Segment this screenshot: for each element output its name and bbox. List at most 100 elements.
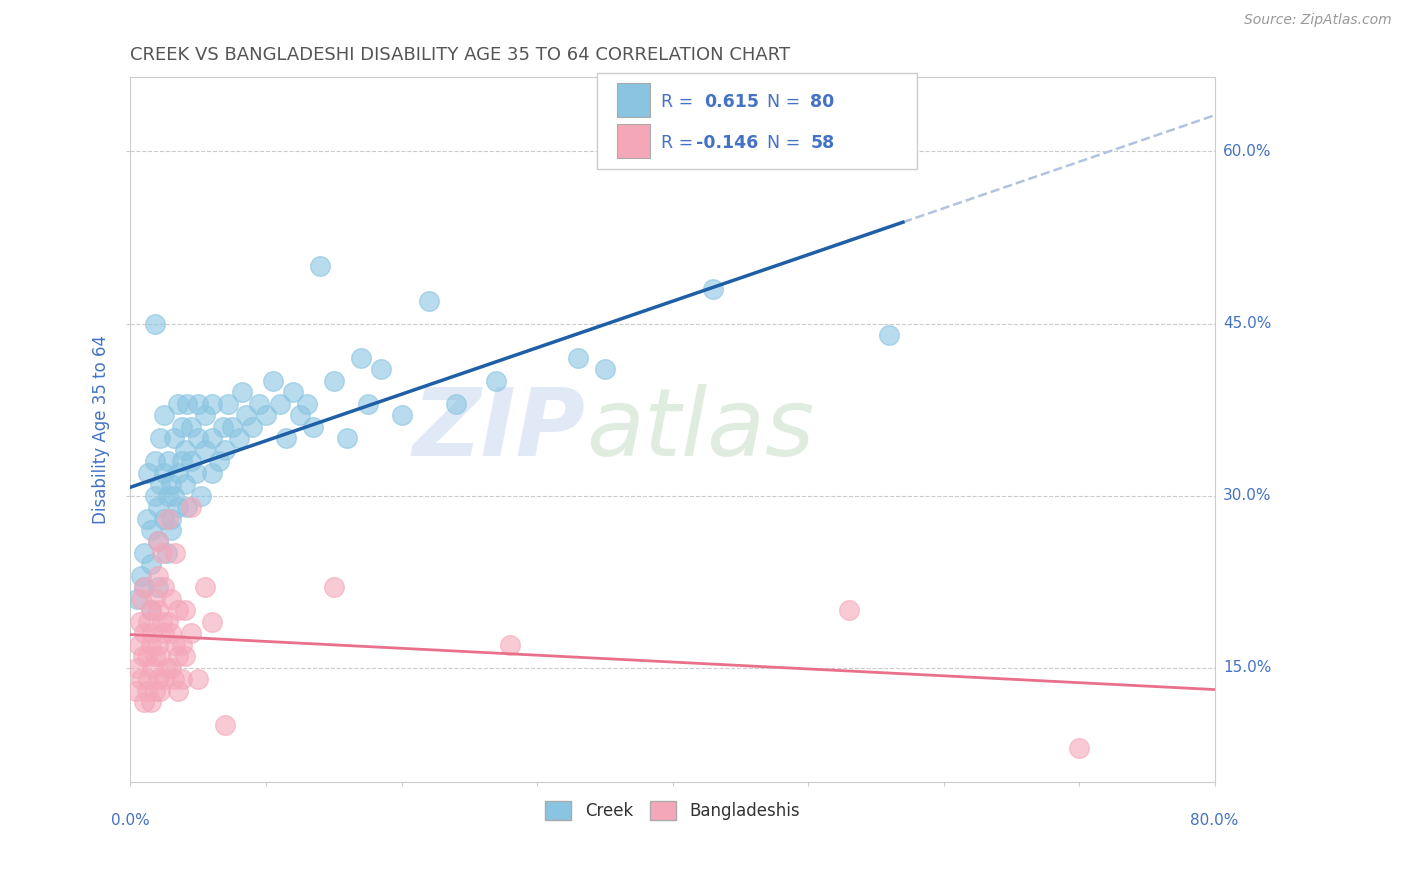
Point (180, 500, 202, 514)
Point (322, 374, 344, 388)
Point (146, 580, 169, 594)
Point (149, 683, 172, 698)
Point (702, 282, 724, 296)
Point (153, 409, 176, 423)
Point (207, 454, 229, 468)
Point (153, 580, 176, 594)
Point (143, 489, 166, 503)
Point (141, 626, 163, 640)
Text: 45.0%: 45.0% (1223, 316, 1271, 331)
Point (235, 409, 257, 423)
FancyBboxPatch shape (596, 73, 917, 169)
Point (214, 718, 236, 732)
Point (135, 683, 157, 698)
Point (157, 615, 180, 629)
Text: 80: 80 (810, 93, 835, 111)
Point (156, 661, 179, 675)
Point (302, 419, 325, 434)
Text: -0.146: -0.146 (696, 134, 759, 152)
Text: R =: R = (661, 134, 699, 152)
Point (167, 603, 190, 617)
Point (418, 293, 440, 308)
Point (214, 442, 236, 457)
Point (247, 397, 270, 411)
Text: 58: 58 (810, 134, 835, 152)
Point (157, 454, 180, 468)
Text: N =: N = (766, 134, 806, 152)
Point (176, 397, 198, 411)
Text: atlas: atlas (586, 384, 814, 475)
Point (201, 466, 224, 480)
Point (132, 546, 155, 560)
Point (149, 649, 172, 664)
Point (146, 534, 169, 549)
Point (153, 626, 176, 640)
Point (136, 466, 159, 480)
Point (167, 683, 190, 698)
Point (173, 477, 195, 491)
Point (143, 317, 166, 331)
Point (160, 626, 183, 640)
Point (485, 374, 508, 388)
Point (838, 603, 860, 617)
Point (150, 546, 173, 560)
Point (132, 695, 155, 709)
Point (163, 489, 186, 503)
Point (146, 603, 169, 617)
Point (262, 374, 284, 388)
Point (370, 362, 392, 376)
Point (149, 477, 172, 491)
Point (201, 615, 224, 629)
Point (194, 409, 217, 423)
Point (160, 511, 183, 525)
Point (194, 442, 217, 457)
Point (391, 409, 413, 423)
Point (139, 603, 162, 617)
Point (125, 683, 148, 698)
Point (139, 695, 162, 709)
Point (322, 580, 344, 594)
Text: 15.0%: 15.0% (1223, 660, 1271, 675)
Point (146, 672, 169, 686)
Point (160, 523, 183, 537)
Point (879, 328, 901, 343)
Point (176, 500, 198, 514)
Point (217, 397, 239, 411)
Point (165, 638, 187, 652)
Point (187, 431, 209, 445)
Point (184, 466, 207, 480)
Point (228, 431, 250, 445)
Point (593, 362, 616, 376)
Point (146, 500, 169, 514)
Point (139, 603, 162, 617)
Point (139, 638, 162, 652)
Point (128, 638, 150, 652)
Point (136, 615, 159, 629)
Point (350, 351, 373, 365)
Point (336, 431, 359, 445)
Point (295, 397, 318, 411)
Point (160, 477, 183, 491)
Point (131, 591, 153, 606)
Point (167, 466, 190, 480)
Point (165, 546, 187, 560)
Point (141, 661, 163, 675)
Point (135, 649, 157, 664)
Point (136, 672, 159, 686)
Point (254, 409, 277, 423)
Point (190, 489, 212, 503)
Point (163, 672, 186, 686)
Point (167, 397, 190, 411)
Point (170, 419, 193, 434)
Point (201, 431, 224, 445)
Point (139, 523, 162, 537)
Point (153, 466, 176, 480)
Point (194, 580, 217, 594)
Point (127, 591, 149, 606)
Point (129, 615, 152, 629)
Point (143, 454, 166, 468)
FancyBboxPatch shape (617, 124, 650, 158)
Point (444, 397, 467, 411)
Point (173, 442, 195, 457)
Point (170, 638, 193, 652)
